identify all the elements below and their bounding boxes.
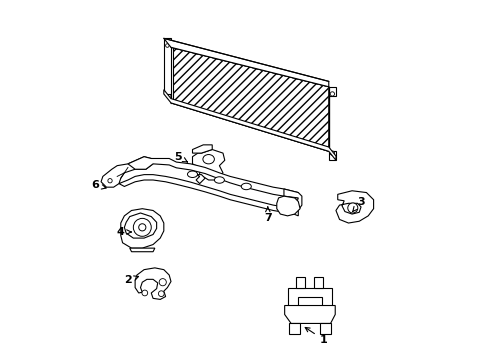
Ellipse shape — [142, 290, 147, 296]
Polygon shape — [101, 157, 153, 187]
Polygon shape — [192, 145, 212, 153]
Text: 1: 1 — [305, 328, 326, 345]
Ellipse shape — [203, 154, 214, 164]
Text: 3: 3 — [352, 197, 364, 212]
Text: 6: 6 — [92, 180, 106, 190]
Polygon shape — [171, 47, 328, 151]
Polygon shape — [287, 288, 332, 306]
Polygon shape — [289, 323, 300, 334]
Polygon shape — [284, 189, 301, 210]
Polygon shape — [314, 277, 322, 288]
Polygon shape — [328, 87, 335, 160]
Polygon shape — [192, 149, 224, 180]
Text: 2: 2 — [124, 275, 138, 285]
Polygon shape — [129, 248, 155, 252]
Ellipse shape — [241, 183, 251, 190]
Polygon shape — [296, 277, 304, 288]
Text: 5: 5 — [174, 152, 187, 162]
Ellipse shape — [108, 179, 112, 183]
Ellipse shape — [187, 171, 197, 177]
Polygon shape — [121, 209, 163, 248]
Text: 4: 4 — [117, 227, 131, 237]
Ellipse shape — [139, 224, 145, 231]
Polygon shape — [335, 191, 373, 223]
Ellipse shape — [165, 44, 169, 47]
Polygon shape — [163, 90, 335, 160]
Polygon shape — [276, 196, 300, 216]
Ellipse shape — [214, 177, 224, 183]
Ellipse shape — [347, 203, 357, 213]
Ellipse shape — [329, 92, 334, 96]
Polygon shape — [163, 39, 328, 87]
Text: 7: 7 — [264, 207, 271, 222]
Ellipse shape — [159, 279, 166, 286]
Polygon shape — [119, 175, 298, 216]
Polygon shape — [196, 175, 204, 184]
Polygon shape — [124, 213, 156, 238]
Polygon shape — [163, 39, 172, 103]
Ellipse shape — [329, 151, 334, 155]
Ellipse shape — [133, 219, 151, 236]
Polygon shape — [284, 306, 335, 323]
Polygon shape — [319, 323, 330, 334]
Ellipse shape — [158, 291, 164, 297]
Polygon shape — [128, 157, 298, 198]
Polygon shape — [135, 268, 171, 300]
